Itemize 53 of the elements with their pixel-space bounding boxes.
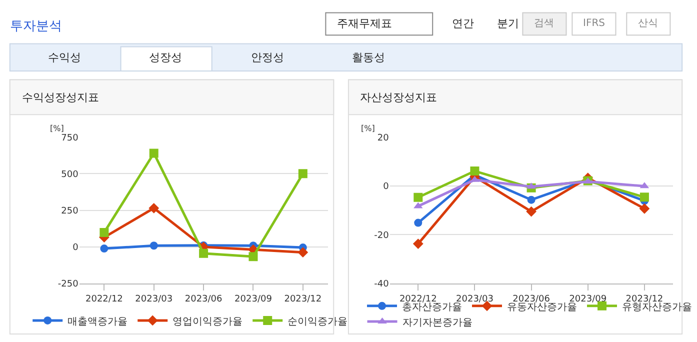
chart-title: 수익성장성지표 bbox=[22, 91, 99, 104]
point bbox=[526, 206, 536, 217]
legend-label: 자기자본증가율 bbox=[402, 317, 472, 328]
text: 검색 bbox=[534, 18, 554, 29]
text: 성장성 bbox=[149, 51, 182, 64]
y-tick-label: -20 bbox=[374, 230, 390, 241]
x-tick-label: 2023/09 bbox=[234, 294, 272, 304]
point bbox=[470, 166, 480, 176]
point bbox=[298, 169, 308, 178]
point bbox=[298, 247, 308, 258]
y-tick-label: 20 bbox=[377, 133, 390, 144]
point bbox=[414, 192, 423, 202]
point bbox=[100, 228, 109, 237]
y-tick-label: 0 bbox=[383, 182, 390, 192]
legend-label: 유동자산증가율 bbox=[507, 302, 577, 313]
y-tick-label: 0 bbox=[72, 243, 79, 254]
point bbox=[414, 218, 422, 227]
x-tick-label: 2023/03 bbox=[135, 294, 173, 304]
point bbox=[639, 203, 650, 214]
y-axis-title: [%] bbox=[361, 124, 375, 133]
text: 분기 bbox=[497, 17, 519, 30]
y-tick-label: 750 bbox=[61, 133, 79, 144]
chart-title: 자산성장성지표 bbox=[360, 91, 437, 104]
text: 산식 bbox=[638, 18, 658, 29]
text: 주재무제표 bbox=[337, 17, 392, 30]
y-axis-title: [%] bbox=[50, 124, 64, 133]
legend-label: 총자산증가율 bbox=[402, 302, 462, 313]
text: 활동성 bbox=[352, 51, 385, 64]
x-tick-label: 2022/12 bbox=[85, 294, 123, 304]
point bbox=[527, 196, 536, 204]
text: 안정성 bbox=[251, 51, 284, 64]
legend-label: 순이익증가율 bbox=[288, 316, 348, 328]
y-tick-label: 250 bbox=[61, 206, 79, 216]
point bbox=[248, 252, 258, 262]
point bbox=[149, 148, 158, 158]
point bbox=[640, 192, 649, 202]
text: 투자분석 bbox=[10, 19, 62, 34]
legend-label: 유형자산증가율 bbox=[622, 302, 692, 313]
point bbox=[199, 248, 208, 258]
text: IFRS bbox=[583, 18, 605, 29]
point bbox=[148, 202, 160, 214]
y-tick-label: -250 bbox=[58, 280, 79, 290]
legend-label: 매출액증가율 bbox=[68, 316, 128, 328]
text: 연간 bbox=[452, 17, 474, 30]
point bbox=[100, 244, 108, 253]
x-tick-label: 2023/12 bbox=[284, 294, 322, 304]
text: 수익성 bbox=[48, 51, 81, 64]
legend-label: 영업이익증가율 bbox=[172, 316, 243, 328]
point bbox=[150, 242, 158, 250]
y-tick-label: 500 bbox=[61, 170, 79, 180]
point bbox=[412, 238, 424, 249]
x-tick-label: 2023/06 bbox=[184, 294, 223, 304]
y-tick-label: -40 bbox=[374, 280, 390, 290]
